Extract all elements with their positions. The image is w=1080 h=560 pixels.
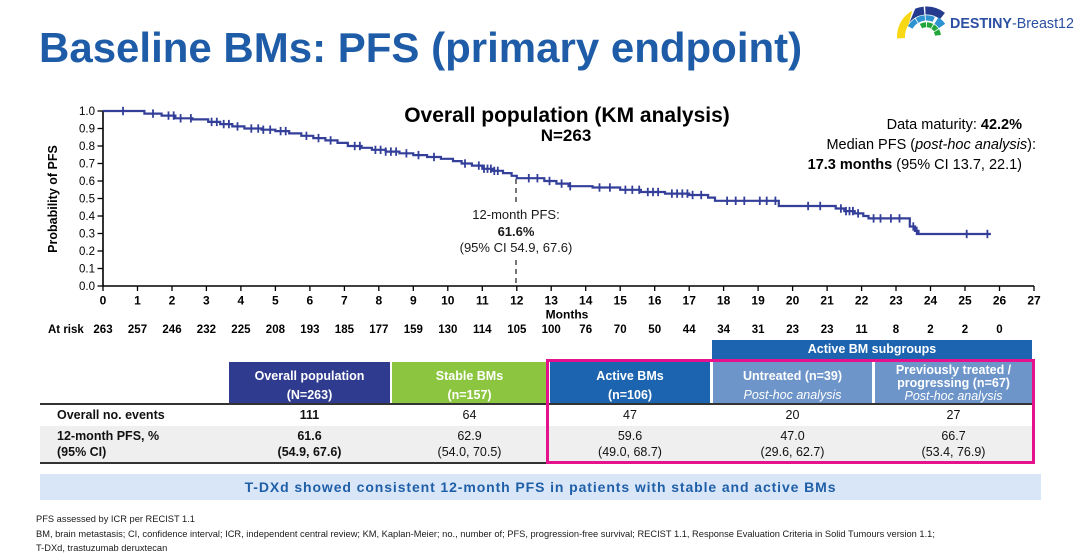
svg-text:257: 257: [128, 324, 147, 336]
svg-text:8: 8: [375, 294, 382, 308]
svg-text:27: 27: [1027, 294, 1041, 308]
svg-text:0.4: 0.4: [79, 211, 96, 223]
svg-text:225: 225: [231, 324, 251, 336]
svg-text:177: 177: [369, 324, 388, 336]
svg-text:Months: Months: [546, 308, 589, 322]
svg-text:11: 11: [476, 294, 489, 308]
svg-text:12: 12: [510, 294, 524, 308]
svg-text:7: 7: [341, 294, 348, 308]
svg-text:105: 105: [507, 324, 527, 336]
svg-text:50: 50: [648, 324, 661, 336]
svg-text:17.3 months (95% CI 13.7, 22.1: 17.3 months (95% CI 13.7, 22.1): [808, 157, 1022, 173]
svg-text:31: 31: [752, 324, 765, 336]
svg-text:0.0: 0.0: [79, 281, 95, 293]
svg-text:23: 23: [786, 324, 799, 336]
svg-text:20: 20: [786, 294, 800, 308]
svg-text:1: 1: [134, 294, 141, 308]
svg-text:23: 23: [821, 324, 834, 336]
svg-text:0.7: 0.7: [79, 159, 95, 171]
svg-text:Probability of PFS: Probability of PFS: [46, 145, 60, 253]
svg-text:193: 193: [300, 324, 319, 336]
svg-text:0.6: 0.6: [79, 176, 95, 188]
svg-text:0: 0: [100, 294, 107, 308]
svg-text:0: 0: [996, 324, 1002, 336]
svg-text:22: 22: [855, 294, 869, 308]
svg-text:130: 130: [438, 324, 457, 336]
svg-text:15: 15: [614, 294, 628, 308]
svg-text:19: 19: [751, 294, 765, 308]
svg-text:At risk: At risk: [48, 324, 84, 336]
svg-text:17: 17: [683, 294, 697, 308]
svg-text:16: 16: [648, 294, 662, 308]
svg-text:114: 114: [473, 324, 492, 336]
svg-text:246: 246: [162, 324, 181, 336]
svg-text:Median PFS (post-hoc analysis): Median PFS (post-hoc analysis):: [826, 137, 1036, 153]
svg-text:2: 2: [169, 294, 176, 308]
svg-text:208: 208: [266, 324, 286, 336]
svg-text:12-month PFS:: 12-month PFS:: [472, 207, 559, 222]
svg-text:11: 11: [856, 324, 869, 336]
svg-text:DESTINY-Breast12: DESTINY-Breast12: [950, 16, 1074, 32]
svg-text:76: 76: [579, 324, 592, 336]
svg-text:185: 185: [335, 324, 355, 336]
svg-text:44: 44: [683, 324, 696, 336]
svg-text:14: 14: [579, 294, 593, 308]
svg-text:18: 18: [717, 294, 731, 308]
svg-text:10: 10: [441, 294, 455, 308]
svg-text:100: 100: [542, 324, 561, 336]
svg-text:4: 4: [238, 294, 245, 308]
svg-text:159: 159: [404, 324, 423, 336]
svg-text:5: 5: [272, 294, 279, 308]
svg-text:263: 263: [93, 324, 112, 336]
svg-text:9: 9: [410, 294, 417, 308]
svg-text:23: 23: [889, 294, 903, 308]
svg-text:8: 8: [893, 324, 900, 336]
svg-text:Data maturity: 42.2%: Data maturity: 42.2%: [887, 117, 1023, 133]
svg-text:0.8: 0.8: [79, 141, 95, 153]
svg-text:0.5: 0.5: [79, 194, 95, 206]
svg-text:0.3: 0.3: [79, 229, 95, 241]
svg-text:1.0: 1.0: [79, 106, 95, 118]
svg-text:6: 6: [307, 294, 314, 308]
svg-text:26: 26: [993, 294, 1007, 308]
svg-text:(95% CI 54.9, 67.6): (95% CI 54.9, 67.6): [460, 240, 573, 255]
svg-text:N=263: N=263: [541, 126, 592, 145]
svg-text:24: 24: [924, 294, 938, 308]
svg-text:0.9: 0.9: [79, 124, 95, 136]
svg-text:0.1: 0.1: [79, 264, 95, 276]
svg-text:21: 21: [820, 294, 834, 308]
svg-text:3: 3: [203, 294, 210, 308]
svg-text:2: 2: [962, 324, 968, 336]
svg-text:61.6%: 61.6%: [498, 224, 535, 239]
svg-text:232: 232: [197, 324, 216, 336]
svg-text:13: 13: [545, 294, 559, 308]
svg-text:2: 2: [927, 324, 933, 336]
svg-text:34: 34: [717, 324, 730, 336]
svg-text:0.2: 0.2: [79, 246, 95, 258]
svg-text:Overall population (KM analysi: Overall population (KM analysis): [404, 104, 730, 127]
svg-text:25: 25: [958, 294, 972, 308]
svg-text:70: 70: [614, 324, 627, 336]
